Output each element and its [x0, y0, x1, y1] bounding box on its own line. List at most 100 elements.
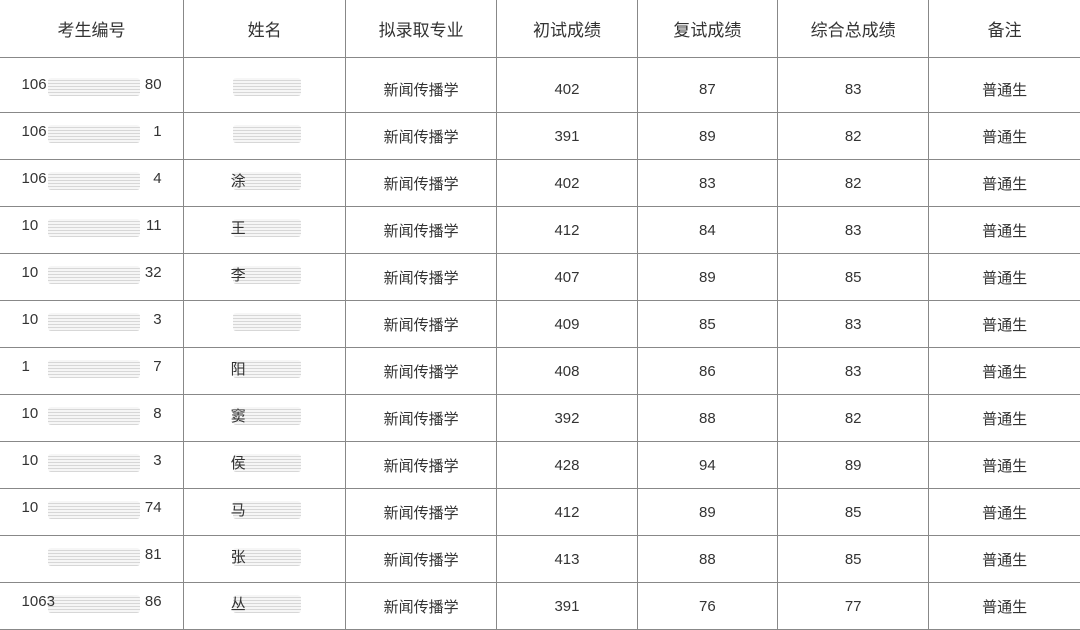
cell-id: 108 [0, 395, 184, 442]
cell-id: 81 [0, 536, 184, 583]
cell-name: 涂 [184, 160, 346, 207]
cell-score1: 413 [497, 536, 637, 583]
cell-id: 106 4 [0, 160, 184, 207]
cell-score3: 82 [778, 113, 929, 160]
cell-name [184, 113, 346, 160]
id-suffix: 4 [153, 170, 161, 187]
cell-major: 新闻传播学 [346, 207, 497, 254]
cell-score1: 392 [497, 395, 637, 442]
cell-score1: 409 [497, 301, 637, 348]
id-suffix: 8 [153, 405, 161, 422]
redacted-id: 103 [22, 311, 162, 333]
cell-score3: 82 [778, 160, 929, 207]
cell-id: 1032 [0, 254, 184, 301]
id-suffix: 74 [145, 499, 162, 516]
redacted-name: 侯 [215, 452, 315, 474]
table-row: 106386丛新闻传播学3917677普通生 [0, 583, 1080, 630]
redacted-id: 106 80 [22, 76, 162, 98]
redaction-box [48, 360, 140, 378]
redaction-box [48, 219, 140, 237]
cell-score1: 391 [497, 113, 637, 160]
redaction-box [48, 501, 140, 519]
cell-remark: 普通生 [929, 301, 1080, 348]
cell-id: 106 80 [0, 58, 184, 113]
header-name: 姓名 [184, 0, 346, 58]
id-prefix: 10 [22, 264, 39, 281]
redaction-box [48, 78, 140, 96]
cell-major: 新闻传播学 [346, 301, 497, 348]
table-row: 1074马新闻传播学4128985普通生 [0, 489, 1080, 536]
cell-score3: 83 [778, 301, 929, 348]
name-prefix: 涂 [231, 170, 246, 191]
name-prefix: 王 [231, 217, 246, 238]
redacted-name [215, 311, 315, 333]
id-suffix: 81 [145, 546, 162, 563]
name-prefix: 窦 [231, 405, 246, 426]
redacted-id: 17 [22, 358, 162, 380]
cell-score2: 84 [637, 207, 777, 254]
redacted-id: 1032 [22, 264, 162, 286]
cell-id: 17 [0, 348, 184, 395]
id-suffix: 86 [145, 593, 162, 610]
cell-score1: 402 [497, 58, 637, 113]
redacted-id: 103 [22, 452, 162, 474]
redaction-box [48, 313, 140, 331]
table-row: 10680新闻传播学4028783普通生 [0, 58, 1080, 113]
cell-remark: 普通生 [929, 442, 1080, 489]
redaction-box [233, 125, 301, 143]
cell-id: 103 [0, 442, 184, 489]
cell-id: 1061 [0, 113, 184, 160]
cell-name: 丛 [184, 583, 346, 630]
cell-major: 新闻传播学 [346, 254, 497, 301]
cell-major: 新闻传播学 [346, 160, 497, 207]
cell-major: 新闻传播学 [346, 583, 497, 630]
cell-score1: 412 [497, 489, 637, 536]
id-prefix: 1 [22, 358, 30, 375]
cell-score3: 77 [778, 583, 929, 630]
name-prefix: 侯 [231, 452, 246, 473]
id-prefix: 106 [22, 76, 47, 93]
cell-score1: 391 [497, 583, 637, 630]
redacted-name: 王 [215, 217, 315, 239]
id-prefix: 106 [22, 170, 47, 187]
cell-score2: 89 [637, 254, 777, 301]
cell-score1: 408 [497, 348, 637, 395]
id-suffix: 7 [153, 358, 161, 375]
cell-score3: 85 [778, 489, 929, 536]
redaction-box [48, 125, 140, 143]
id-prefix: 10 [22, 311, 39, 328]
cell-remark: 普通生 [929, 583, 1080, 630]
cell-major: 新闻传播学 [346, 442, 497, 489]
cell-name: 窦 [184, 395, 346, 442]
cell-score2: 87 [637, 58, 777, 113]
cell-score1: 412 [497, 207, 637, 254]
admission-table-container: 考生编号 姓名 拟录取专业 初试成绩 复试成绩 综合总成绩 备注 10680新闻… [0, 0, 1080, 630]
redacted-name [215, 76, 315, 98]
redaction-box [48, 595, 140, 613]
table-row: 1032李新闻传播学4078985普通生 [0, 254, 1080, 301]
name-prefix: 李 [231, 264, 246, 285]
cell-major: 新闻传播学 [346, 113, 497, 160]
redacted-name [215, 123, 315, 145]
redaction-box [48, 407, 140, 425]
table-row: 1011王新闻传播学4128483普通生 [0, 207, 1080, 254]
cell-id: 106386 [0, 583, 184, 630]
id-prefix: 10 [22, 217, 39, 234]
redacted-id: 106 4 [22, 170, 162, 192]
cell-score3: 85 [778, 254, 929, 301]
cell-name [184, 301, 346, 348]
redacted-id: 1074 [22, 499, 162, 521]
header-remark: 备注 [929, 0, 1080, 58]
admission-table: 考生编号 姓名 拟录取专业 初试成绩 复试成绩 综合总成绩 备注 10680新闻… [0, 0, 1080, 630]
cell-name: 侯 [184, 442, 346, 489]
redacted-name: 马 [215, 499, 315, 521]
redaction-box [48, 454, 140, 472]
cell-remark: 普通生 [929, 113, 1080, 160]
cell-remark: 普通生 [929, 348, 1080, 395]
id-suffix: 80 [145, 76, 162, 93]
header-score1: 初试成绩 [497, 0, 637, 58]
cell-remark: 普通生 [929, 160, 1080, 207]
redacted-name: 李 [215, 264, 315, 286]
cell-score2: 76 [637, 583, 777, 630]
redaction-box [233, 313, 301, 331]
